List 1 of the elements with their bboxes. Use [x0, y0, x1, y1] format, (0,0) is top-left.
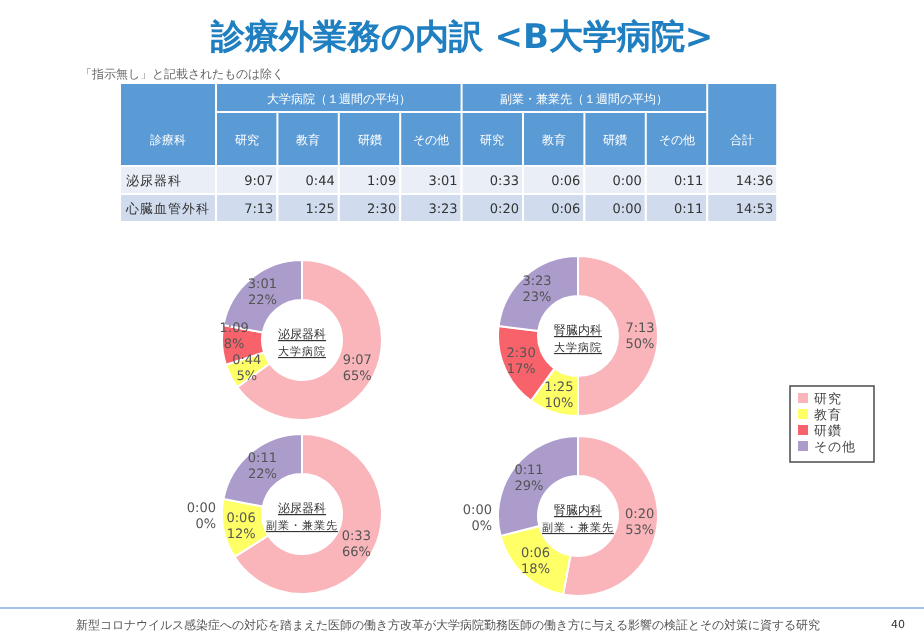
text: 診療外業務の内訳 <B大学病院>	[208, 18, 714, 58]
